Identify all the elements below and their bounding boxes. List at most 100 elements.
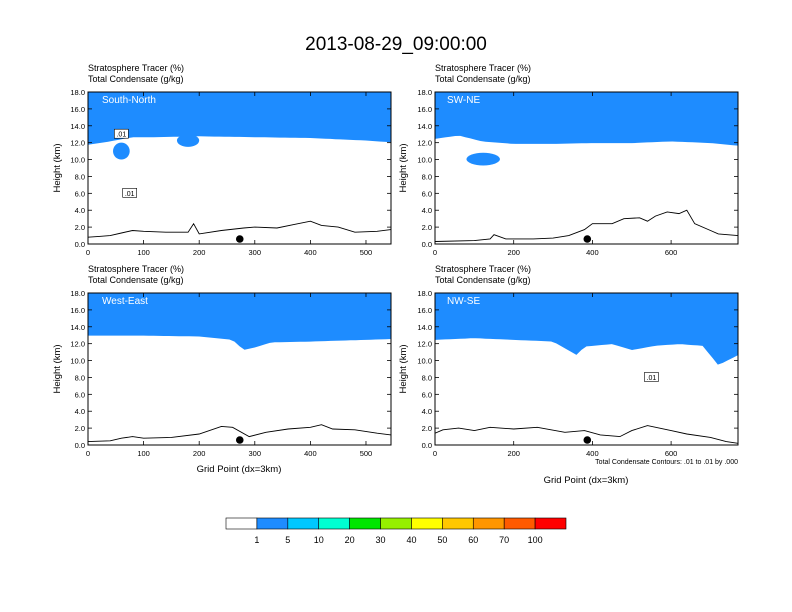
y-tick-label: 2.0 [422, 424, 432, 433]
y-tick-label: 10.0 [70, 357, 85, 366]
y-tick-label: 12.0 [417, 139, 432, 148]
plot-frame [87, 292, 392, 446]
y-tick-label: 8.0 [75, 373, 85, 382]
y-axis-label: Height (km) [52, 143, 63, 192]
tracer-band [435, 293, 738, 365]
y-tick-label: 4.0 [422, 407, 432, 416]
y-tick-label: 4.0 [75, 407, 85, 416]
y-tick-label: 6.0 [422, 390, 432, 399]
x-tick-label: 300 [249, 248, 262, 257]
colorbar: 1 5 10 20 30 40 50 60 70 100 [225, 517, 567, 545]
y-tick-label: 2.0 [422, 223, 432, 232]
y-tick-label: 2.0 [75, 424, 85, 433]
y-tick-label: 4.0 [422, 206, 432, 215]
y-tick-label: 16.0 [417, 105, 432, 114]
panel-nw-se: Stratosphere Tracer (%) Total Condensate… [398, 264, 739, 486]
y-axis-label: Height (km) [398, 143, 409, 192]
y-axis-label: Height (km) [52, 344, 63, 393]
colorbar-swatch [411, 517, 443, 530]
plot-frame [87, 91, 392, 245]
y-tick-label: 12.0 [70, 340, 85, 349]
terrain-line [435, 209, 738, 242]
colorbar-swatch [318, 517, 350, 530]
colorbar-label: 60 [468, 535, 478, 545]
panel-title-line1: Stratosphere Tracer (%) [435, 63, 531, 73]
contour-label: .01 [116, 132, 126, 139]
figure-title: 2013-08-29_09:00:00 [305, 34, 487, 55]
colorbar-swatch [503, 517, 536, 530]
terrain-line [88, 220, 391, 238]
y-tick-label: 18.0 [417, 88, 432, 97]
axes: 0.0 2.0 4.0 6.0 8.0 10.0 12.0 14.0 16.0 18.0 0 100 2… [70, 88, 391, 257]
y-tick-label: 8.0 [75, 172, 85, 181]
y-tick-label: 4.0 [75, 206, 85, 215]
location-marker [583, 235, 592, 243]
panel-south-north: Stratosphere Tracer (%) Total Condensate… [52, 63, 392, 257]
x-tick-label: 300 [249, 449, 262, 458]
y-tick-label: 14.0 [70, 323, 85, 332]
plot-layer [88, 293, 391, 444]
panel-title-line1: Stratosphere Tracer (%) [435, 264, 531, 274]
x-tick-label: 0 [433, 449, 437, 458]
panel-title-line1: Stratosphere Tracer (%) [88, 63, 184, 73]
colorbar-label: 40 [406, 535, 416, 545]
terrain-line [435, 425, 738, 444]
axes: 0.0 2.0 4.0 6.0 8.0 10.0 12.0 14.0 16.0 18.0 0 200 4… [417, 88, 738, 257]
x-tick-label: 600 [665, 449, 678, 458]
panel-title-line2: Total Condensate (g/kg) [88, 74, 184, 84]
tracer-patch [113, 142, 130, 160]
colorbar-swatch [349, 517, 381, 530]
axes: 0.0 2.0 4.0 6.0 8.0 10.0 12.0 14.0 16.0 18.0 0 100 2… [70, 289, 391, 458]
x-tick-label: 200 [507, 248, 520, 257]
x-tick-label: 100 [137, 449, 150, 458]
tracer-band [88, 92, 391, 145]
colorbar-swatch [287, 517, 320, 530]
y-tick-label: 18.0 [70, 88, 85, 97]
location-marker [235, 436, 244, 444]
contour-label-box [114, 128, 129, 139]
y-tick-label: 14.0 [417, 323, 432, 332]
x-tick-label: 200 [507, 449, 520, 458]
x-tick-label: 500 [360, 449, 373, 458]
plot-frame [434, 91, 739, 245]
plot-layer: .01 [435, 293, 738, 444]
y-tick-label: 2.0 [75, 223, 85, 232]
tracer-band [88, 293, 391, 350]
x-tick-label: 100 [137, 248, 150, 257]
x-tick-label: 0 [433, 248, 437, 257]
x-tick-label: 400 [586, 248, 599, 257]
colorbar-label: 5 [285, 535, 290, 545]
y-tick-label: 0.0 [422, 441, 432, 450]
colorbar-swatch [442, 517, 474, 530]
y-tick-label: 16.0 [70, 306, 85, 315]
x-tick-label: 600 [665, 248, 678, 257]
x-tick-label: 500 [360, 248, 373, 257]
colorbar-label: 20 [345, 535, 355, 545]
colorbar-swatch [380, 517, 412, 530]
y-tick-label: 12.0 [417, 340, 432, 349]
plot-layer: .01 .01 [88, 92, 391, 243]
colorbar-swatch [256, 517, 289, 530]
colorbar-label: 70 [499, 535, 509, 545]
y-tick-label: 18.0 [417, 289, 432, 298]
x-tick-label: 400 [304, 248, 317, 257]
y-tick-label: 10.0 [70, 156, 85, 165]
colorbar-label: 1 [254, 535, 259, 545]
tracer-band [435, 92, 738, 146]
plot-frame [434, 292, 739, 446]
panel-title-line1: Stratosphere Tracer (%) [88, 264, 184, 274]
colorbar-label: 100 [528, 535, 543, 545]
y-tick-label: 14.0 [417, 122, 432, 131]
colorbar-label: 10 [314, 535, 324, 545]
y-tick-label: 18.0 [70, 289, 85, 298]
panel-west-east: Stratosphere Tracer (%) Total Condensate… [52, 264, 392, 475]
x-tick-label: 400 [304, 449, 317, 458]
y-tick-label: 14.0 [70, 122, 85, 131]
x-tick-label: 0 [86, 449, 90, 458]
tracer-patch [176, 134, 200, 147]
x-tick-label: 200 [193, 248, 206, 257]
colorbar-label: 30 [376, 535, 386, 545]
contour-label: .01 [125, 191, 135, 198]
y-tick-label: 0.0 [422, 240, 432, 249]
y-tick-label: 0.0 [75, 240, 85, 249]
